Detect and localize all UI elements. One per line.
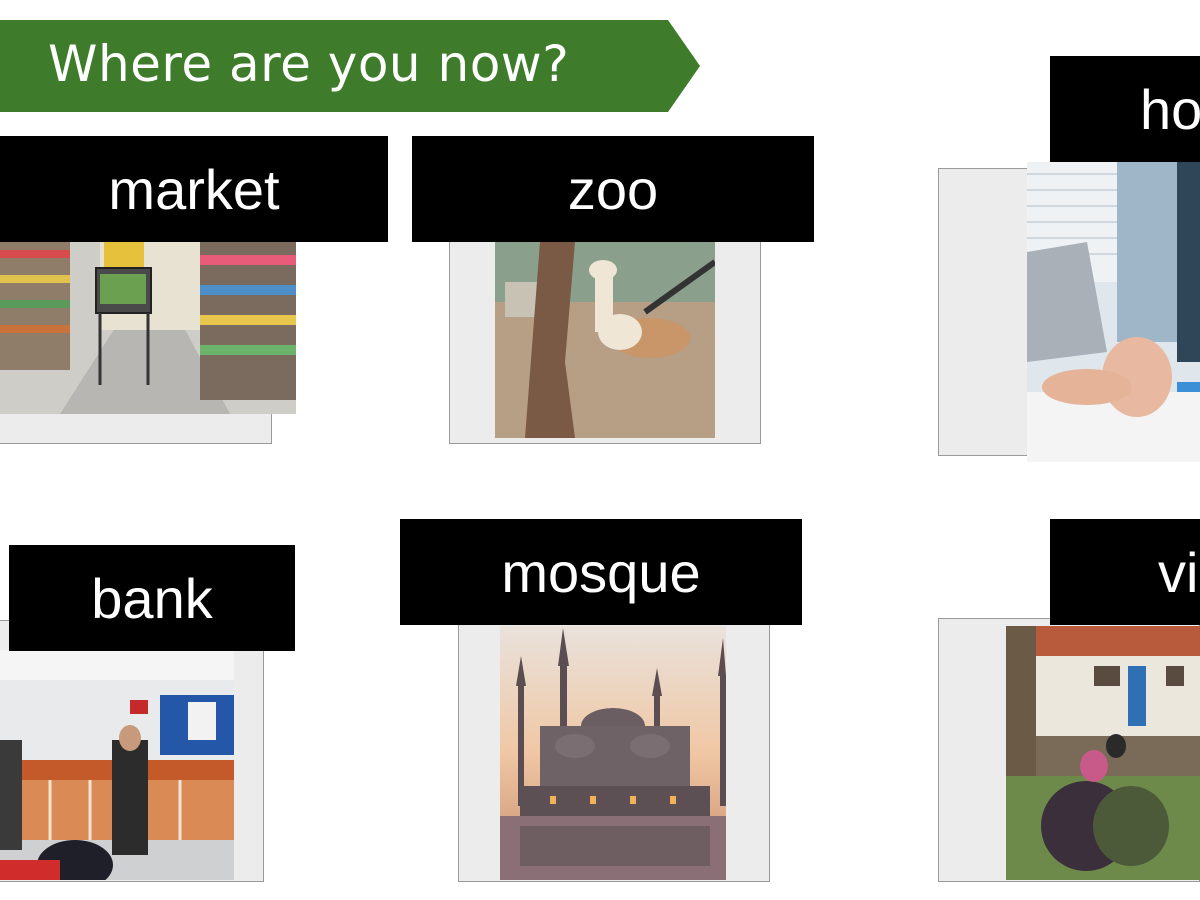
market-photo (0, 240, 296, 414)
hospital-label: ho (1050, 56, 1200, 162)
hospital-photo (1027, 162, 1200, 462)
bank-label: bank (9, 545, 295, 651)
village-photo (1006, 626, 1200, 880)
bank-photo (0, 650, 234, 880)
zoo-photo (495, 242, 715, 438)
title-banner: Where are you now? (0, 20, 700, 112)
banner-title: Where are you now? (48, 35, 570, 93)
mosque-label: mosque (400, 519, 802, 625)
zoo-label: zoo (412, 136, 814, 242)
mosque-photo (500, 626, 726, 880)
village-label: vi (1050, 519, 1200, 625)
market-label: market (0, 136, 388, 242)
